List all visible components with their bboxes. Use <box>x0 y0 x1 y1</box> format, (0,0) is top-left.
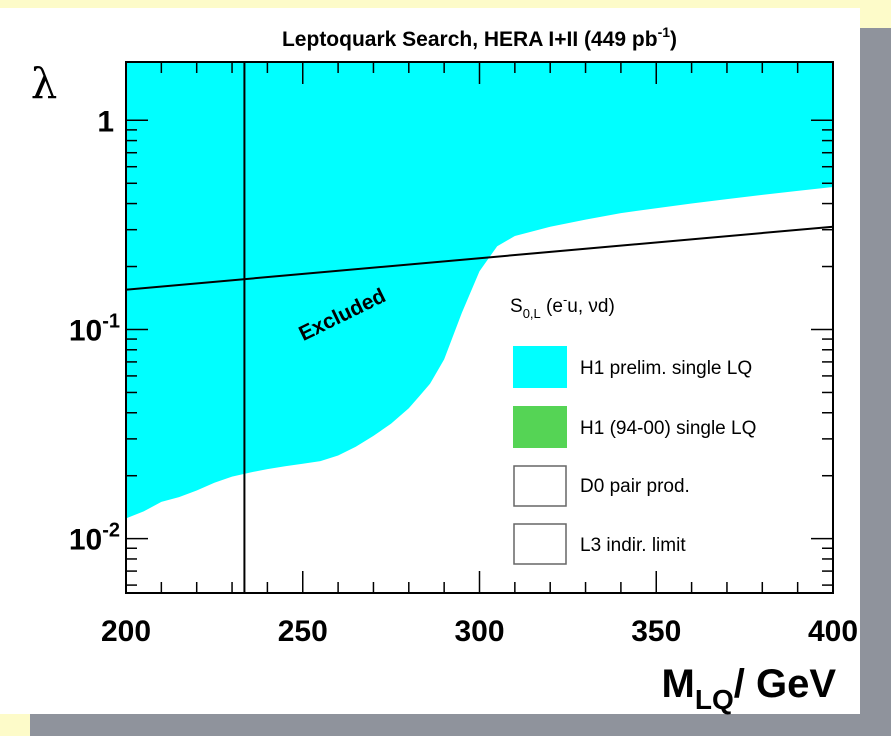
x-tick-labels: 200 250 300 350 400 <box>101 615 858 648</box>
legend-title: S0,L (e-u, νd) <box>510 292 615 321</box>
plot-content <box>126 62 833 593</box>
x-tick-label-300: 300 <box>454 615 504 648</box>
legend-swatch-l3 <box>513 523 567 565</box>
y-axis-label: λ <box>31 59 58 108</box>
x-tick-label-350: 350 <box>631 615 681 648</box>
legend-swatch-h1-94-00 <box>513 406 567 448</box>
chart-title-main: Leptoquark Search, HERA I+II (449 pb <box>282 28 658 51</box>
y-tick-label-0.01: 10-2 <box>69 520 120 557</box>
chart-title-close: ) <box>670 28 677 51</box>
chart-title: Leptoquark Search, HERA I+II (449 pb-1) <box>282 24 677 51</box>
legend-label-h1-prelim: H1 prelim. single LQ <box>580 358 752 379</box>
y-tick-label-1: 1 <box>97 105 114 138</box>
line-l3-indirect-limit <box>126 225 833 291</box>
x-tick-label-250: 250 <box>278 615 328 648</box>
y-tick-label-0.1: 10-1 <box>69 310 120 347</box>
area-h1-prelim <box>126 62 833 519</box>
legend-swatch-h1-prelim <box>513 346 567 388</box>
legend-swatch-d0 <box>513 465 567 507</box>
y-tick-labels: 10-2 10-1 1 <box>69 105 120 556</box>
legend-label-h1-94-00: H1 (94-00) single LQ <box>580 418 756 439</box>
chart-title-superscript: -1 <box>658 24 671 40</box>
x-tick-label-200: 200 <box>101 615 151 648</box>
legend-label-l3: L3 indir. limit <box>580 535 686 556</box>
x-axis-label: MLQ/ GeV <box>662 662 837 715</box>
legend: S0,L (e-u, νd) H1 prelim. single LQ H1 (… <box>510 292 756 565</box>
x-tick-label-400: 400 <box>808 615 858 648</box>
legend-label-d0: D0 pair prod. <box>580 476 690 497</box>
plot-border <box>125 61 834 594</box>
